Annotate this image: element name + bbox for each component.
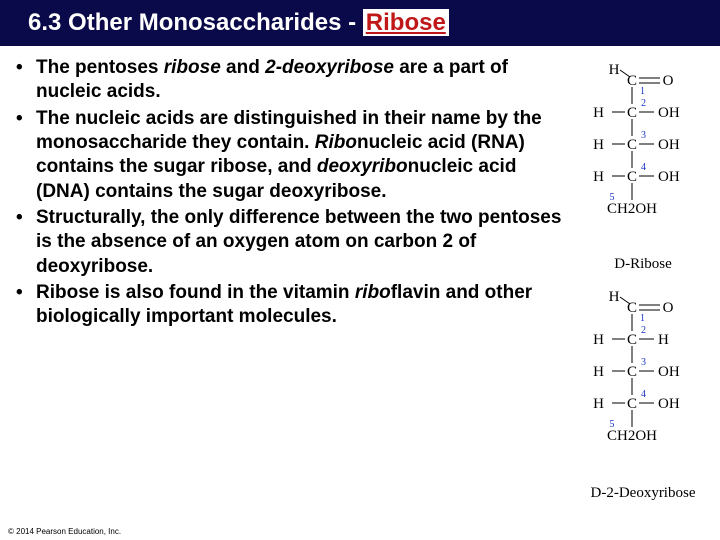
- emphasized-text: ribose: [164, 57, 221, 78]
- bullet-item: Ribose is also found in the vitamin ribo…: [8, 281, 568, 330]
- deoxyribose-label: D-2-Deoxyribose: [572, 485, 714, 502]
- svg-text:1: 1: [640, 86, 645, 97]
- ribose-svg: HCOCHOH2CHOH3CHOH4CH2OH51: [572, 58, 714, 254]
- svg-text:3: 3: [641, 130, 646, 141]
- emphasized-text: ribo: [355, 282, 391, 303]
- title-bar: 6.3 Other Monosaccharides - Ribose: [0, 0, 720, 46]
- svg-text:C: C: [627, 105, 637, 121]
- svg-text:C: C: [627, 364, 637, 380]
- svg-text:2: 2: [641, 325, 646, 336]
- svg-text:H: H: [593, 332, 604, 348]
- bullet-item: The nucleic acids are distinguished in t…: [8, 107, 568, 204]
- svg-text:C: C: [627, 396, 637, 412]
- svg-text:H: H: [593, 169, 604, 185]
- emphasized-text: deoxyribo: [317, 156, 408, 177]
- svg-text:OH: OH: [658, 169, 680, 185]
- svg-text:C: C: [627, 73, 637, 89]
- svg-text:H: H: [593, 105, 604, 121]
- svg-text:2: 2: [641, 98, 646, 109]
- svg-text:C: C: [627, 137, 637, 153]
- bullet-item: The pentoses ribose and 2-deoxyribose ar…: [8, 56, 568, 105]
- body-text: and: [221, 57, 265, 78]
- ribose-label: D-Ribose: [572, 256, 714, 273]
- diagram-column: HCOCHOH2CHOH3CHOH4CH2OH51 D-Ribose HCOCH…: [572, 56, 714, 502]
- svg-text:3: 3: [641, 357, 646, 368]
- svg-text:C: C: [627, 169, 637, 185]
- svg-text:O: O: [663, 300, 674, 316]
- svg-text:5: 5: [610, 419, 615, 430]
- deoxyribose-svg: HCOCHH2CHOH3CHOH4CH2OH51: [572, 285, 714, 483]
- title-prefix: 6.3 Other Monosaccharides -: [28, 9, 363, 36]
- body-text: The pentoses: [36, 57, 164, 78]
- body-text: Structurally, the only difference betwee…: [36, 207, 561, 277]
- svg-text:CH2OH: CH2OH: [607, 428, 657, 444]
- bullet-item: Structurally, the only difference betwee…: [8, 206, 568, 279]
- svg-text:H: H: [609, 289, 620, 305]
- content-area: The pentoses ribose and 2-deoxyribose ar…: [0, 46, 720, 502]
- svg-text:4: 4: [641, 389, 646, 400]
- svg-text:H: H: [593, 396, 604, 412]
- text-column: The pentoses ribose and 2-deoxyribose ar…: [8, 56, 572, 502]
- svg-text:H: H: [593, 137, 604, 153]
- svg-text:OH: OH: [658, 137, 680, 153]
- svg-text:4: 4: [641, 162, 646, 173]
- svg-text:O: O: [663, 73, 674, 89]
- svg-text:OH: OH: [658, 364, 680, 380]
- svg-text:C: C: [627, 332, 637, 348]
- structure-ribose: HCOCHOH2CHOH3CHOH4CH2OH51 D-Ribose: [572, 58, 714, 273]
- body-text: Ribose is also found in the vitamin: [36, 282, 355, 303]
- emphasized-text: 2-deoxyribose: [265, 57, 394, 78]
- svg-text:H: H: [658, 332, 669, 348]
- svg-text:OH: OH: [658, 105, 680, 121]
- svg-text:CH2OH: CH2OH: [607, 201, 657, 217]
- structure-deoxyribose: HCOCHH2CHOH3CHOH4CH2OH51 D-2-Deoxyribose: [572, 285, 714, 502]
- svg-text:H: H: [593, 364, 604, 380]
- svg-text:5: 5: [610, 192, 615, 203]
- title-highlight: Ribose: [363, 9, 449, 36]
- bullet-list: The pentoses ribose and 2-deoxyribose ar…: [8, 56, 568, 329]
- emphasized-text: Ribo: [315, 132, 357, 153]
- svg-text:1: 1: [640, 313, 645, 324]
- page-title: 6.3 Other Monosaccharides - Ribose: [28, 9, 449, 37]
- svg-text:H: H: [609, 62, 620, 78]
- svg-text:OH: OH: [658, 396, 680, 412]
- copyright: © 2014 Pearson Education, Inc.: [8, 527, 121, 536]
- svg-text:C: C: [627, 300, 637, 316]
